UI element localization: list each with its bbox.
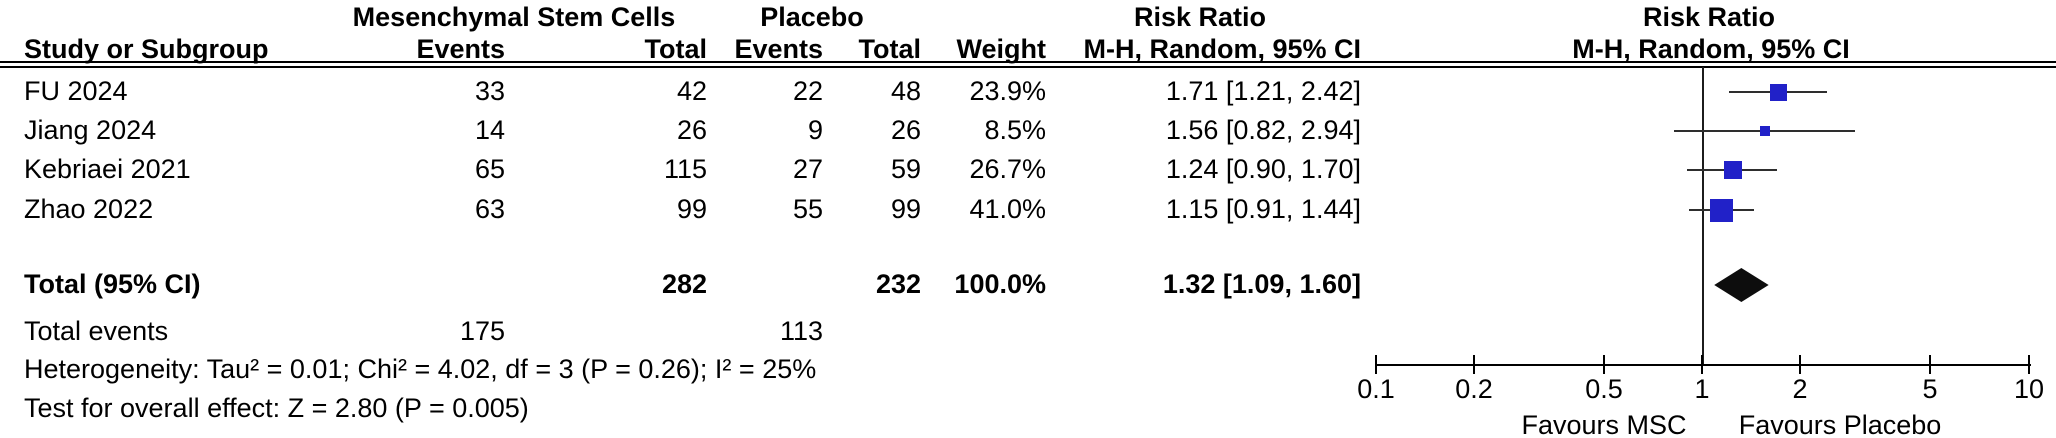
axis-tick-label: 5 [1922,374,1938,404]
axis-tick-label: 0.5 [1585,374,1623,404]
overall-effect-text: Test for overall effect: Z = 2.80 (P = 0… [24,393,529,423]
placebo-events-cell: 22 [792,76,823,106]
placebo-events-cell: 27 [792,154,823,184]
ci-text-cell: 1.15 [0.91, 1.44] [1165,194,1361,224]
axis-tick [1799,355,1801,374]
effect-square [1760,126,1770,136]
placebo-total-cell: 59 [890,154,921,184]
group-header-risk-ratio-right: Risk Ratio [1642,2,1776,32]
effect-square [1710,199,1733,222]
placebo-events-cell: 55 [792,194,823,224]
col-header-ci-left: M-H, Random, 95% CI [1083,34,1361,64]
total-events-msc: 175 [459,316,505,346]
study-name-cell: Jiang 2024 [24,115,157,145]
col-header-total-msc: Total [644,34,708,64]
total-events-label: Total events [24,316,169,346]
ci-text-cell: 1.24 [0.90, 1.70] [1165,154,1361,184]
pooled-diamond-shape [1714,268,1769,302]
study-name-cell: Zhao 2022 [24,194,154,224]
col-header-study: Study or Subgroup [24,34,269,64]
favours-right-label: Favours Placebo [1738,410,1942,438]
col-header-events-placebo: Events [734,34,823,64]
total-weight: 100.0% [954,269,1046,299]
placebo-total-cell: 99 [890,194,921,224]
total-msc-total: 282 [661,269,707,299]
msc-events-cell: 65 [474,154,505,184]
group-header-placebo: Placebo [760,2,864,32]
col-header-ci-right: M-H, Random, 95% CI [1572,34,1850,64]
axis-tick [1701,355,1703,374]
axis-tick-label: 1 [1694,374,1710,404]
ci-text-cell: 1.71 [1.21, 2.42] [1165,76,1361,106]
col-header-total-placebo: Total [858,34,922,64]
total-ci-text: 1.32 [1.09, 1.60] [1162,269,1361,299]
weight-cell: 23.9% [969,76,1046,106]
weight-cell: 26.7% [969,154,1046,184]
msc-total-cell: 42 [676,76,707,106]
group-header-msc: Mesenchymal Stem Cells [352,2,676,32]
weight-cell: 8.5% [984,115,1046,145]
axis-tick-label: 0.2 [1455,374,1493,404]
axis-tick-label: 0.1 [1357,374,1395,404]
placebo-total-cell: 48 [890,76,921,106]
study-name-cell: FU 2024 [24,76,128,106]
total-events-placebo: 113 [779,316,823,346]
group-header-risk-ratio-left: Risk Ratio [1133,2,1267,32]
axis-tick [1473,355,1475,374]
axis-tick [1375,355,1377,374]
msc-total-cell: 99 [676,194,707,224]
header-rule-bottom [0,66,2056,68]
header-rule-top [0,61,2056,63]
effect-square [1724,161,1742,179]
null-effect-line [1702,67,1704,365]
col-header-weight: Weight [956,34,1047,64]
axis-tick [2028,355,2030,374]
msc-events-cell: 33 [474,76,505,106]
msc-events-cell: 14 [474,115,505,145]
favours-left-label: Favours MSC [1521,410,1687,438]
placebo-events-cell: 9 [807,115,823,145]
axis-tick-label: 2 [1792,374,1808,404]
ci-text-cell: 1.56 [0.82, 2.94] [1165,115,1361,145]
axis-tick [1603,355,1605,374]
study-name-cell: Kebriaei 2021 [24,154,191,184]
weight-cell: 41.0% [969,194,1046,224]
effect-square [1770,84,1787,101]
msc-events-cell: 63 [474,194,505,224]
total-placebo-total: 232 [875,269,921,299]
axis-tick [1929,355,1931,374]
placebo-total-cell: 26 [890,115,921,145]
heterogeneity-text: Heterogeneity: Tau² = 0.01; Chi² = 4.02,… [24,354,817,384]
total-label: Total (95% CI) [24,269,201,299]
col-header-events-msc: Events [416,34,505,64]
x-axis-line [1377,364,2031,366]
msc-total-cell: 26 [676,115,707,145]
axis-tick-label: 10 [2013,374,2045,404]
msc-total-cell: 115 [663,154,707,184]
